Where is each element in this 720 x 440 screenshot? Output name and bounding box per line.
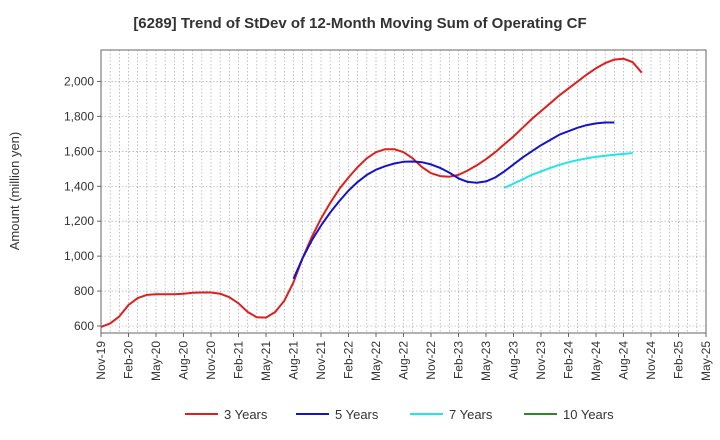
y-tick-label: 1,200 (64, 214, 94, 228)
y-axis: 600 800 1,000 1,200 1,400 1,600 1,800 2,000 (64, 74, 101, 333)
series-line-3-years (100, 57, 643, 328)
y-tick-label: 1,000 (64, 249, 94, 263)
x-tick-label: Feb-22 (342, 341, 356, 379)
x-tick-label: Aug-20 (177, 341, 191, 380)
chart-title: [6289] Trend of StDev of 12-Month Moving… (133, 15, 586, 32)
legend-label: 5 Years (335, 407, 379, 422)
legend: 3 Years 5 Years 7 Years 10 Years (185, 407, 614, 422)
x-tick-label: May-25 (699, 341, 713, 381)
x-tick-label: May-21 (259, 341, 273, 381)
x-tick-label: May-20 (149, 341, 163, 381)
x-tick-label: Nov-21 (314, 341, 328, 380)
x-tick-label: Aug-24 (617, 341, 631, 380)
y-tick-label: 1,400 (64, 179, 94, 193)
y-tick-label: 1,800 (64, 109, 94, 123)
x-axis: Nov-19 Feb-20 May-20 Aug-20 Nov-20 Feb-21 May-… (94, 333, 713, 381)
x-tick-label: May-22 (369, 341, 383, 381)
grid (100, 50, 707, 333)
x-tick-label: Feb-25 (672, 341, 686, 379)
x-tick-label: Feb-21 (232, 341, 246, 379)
x-tick-label: Aug-23 (507, 341, 521, 380)
legend-label: 7 Years (449, 407, 493, 422)
x-tick-label: Nov-19 (94, 341, 108, 380)
series-line-7-years (503, 152, 633, 189)
x-tick-label: Feb-23 (452, 341, 466, 379)
x-tick-label: Nov-22 (424, 341, 438, 380)
y-tick-label: 800 (74, 284, 94, 298)
x-tick-label: Nov-23 (534, 341, 548, 380)
x-tick-label: Aug-22 (397, 341, 411, 380)
x-tick-label: Aug-21 (287, 341, 301, 380)
x-tick-label: May-23 (479, 341, 493, 381)
legend-label: 3 Years (224, 407, 268, 422)
series-lines (100, 57, 643, 328)
x-tick-label: May-24 (589, 341, 603, 381)
x-tick-label: Nov-24 (644, 341, 658, 380)
legend-label: 10 Years (563, 407, 614, 422)
x-tick-label: Nov-20 (204, 341, 218, 380)
x-tick-label: Feb-24 (562, 341, 576, 379)
series-line-5-years (292, 121, 615, 280)
y-axis-label: Amount (million yen) (7, 132, 22, 251)
y-tick-label: 600 (74, 319, 94, 333)
y-tick-label: 2,000 (64, 74, 94, 88)
x-tick-label: Feb-20 (122, 341, 136, 379)
y-tick-label: 1,600 (64, 144, 94, 158)
